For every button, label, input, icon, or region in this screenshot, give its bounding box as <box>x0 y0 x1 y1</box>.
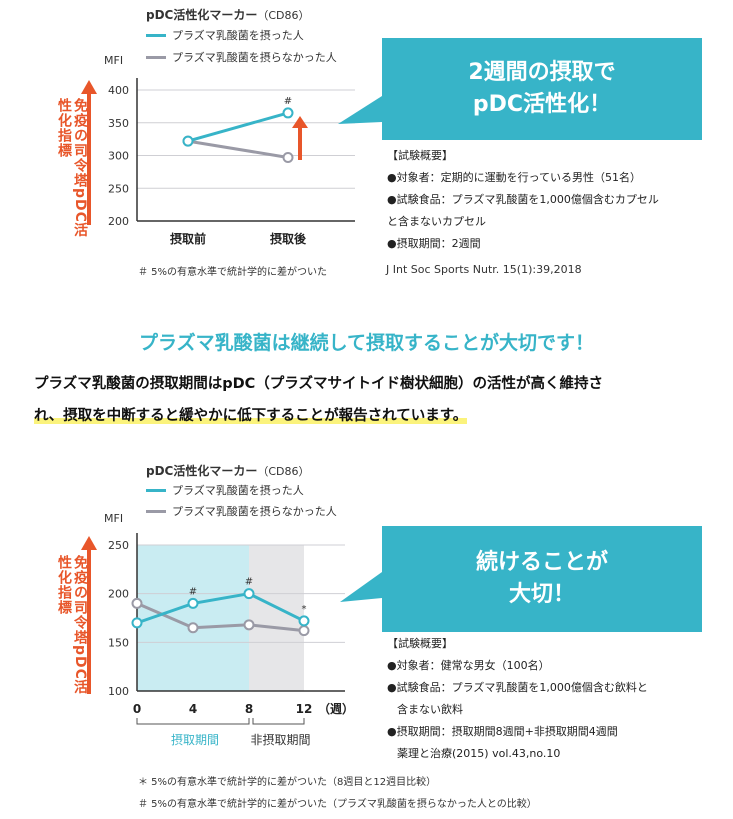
y-tick-label: 200 <box>108 215 129 228</box>
data-point <box>282 151 294 163</box>
vertical-arrow-head <box>81 536 97 550</box>
significance-mark: # <box>284 96 292 107</box>
body-line-2: れ、摂取を中断すると緩やかに低下することが報告されています。 <box>34 400 724 432</box>
x-tick-label: 摂取後 <box>270 231 307 246</box>
data-point <box>131 617 143 629</box>
chart2-legend-item-not-taken: プラズマ乳酸菌を摂らなかった人 <box>146 503 337 519</box>
info-line: ●試験食品：プラズマ乳酸菌を1,000億個含むカプセル <box>387 193 659 206</box>
data-point <box>182 135 194 147</box>
y-tick-label: 100 <box>108 685 129 698</box>
x-tick-label: 0 <box>133 702 141 716</box>
callout-line-2: pDC活性化！ <box>472 92 612 117</box>
chart2-note-1: ＊ 5%の有意水準で統計学的に差がついた（8週目と12週目比較） <box>138 777 437 788</box>
legend-label: プラズマ乳酸菌を摂らなかった人 <box>172 51 337 64</box>
chart2-legend-sub: （CD86） <box>257 465 310 478</box>
chart1-info: 【試験概要】 ●対象者：定期的に運動を行っている男性（51名） ●試験食品：プラ… <box>387 145 717 255</box>
y-tick-label: 300 <box>108 150 129 163</box>
chart1-legend-title: pDC活性化マーカー（CD86） <box>146 6 310 23</box>
callout-line-1: 2週間の摂取で <box>468 60 616 85</box>
chart1-footnote: ＃ 5%の有意水準で統計学的に差がついた <box>138 267 328 278</box>
data-point <box>298 625 310 637</box>
series-line <box>136 592 305 625</box>
callout-line-1: 続けることが <box>475 550 608 575</box>
data-point <box>243 619 255 631</box>
info-line: 【試験概要】 <box>387 637 453 650</box>
chart1-mfi-label: MFI <box>104 54 124 67</box>
info-line: 【試験概要】 <box>387 149 453 162</box>
body-line-1: プラズマ乳酸菌の摂取期間はpDC（プラズマサイトイド樹状細胞）の活性が高く維持さ <box>34 376 603 392</box>
y-tick-label: 250 <box>108 182 129 195</box>
chart2-legend-title: pDC活性化マーカー（CD86） <box>146 462 310 479</box>
chart1-legend-item-taken: プラズマ乳酸菌を摂った人 <box>146 27 304 43</box>
significance-mark: * <box>302 604 307 615</box>
y-tick-label: 400 <box>108 84 129 97</box>
info-line: ●摂取期間：摂取期間8週間+非摂取期間4週間 <box>387 725 618 738</box>
x-unit-label: （週） <box>318 701 354 716</box>
info-line: ●試験食品：プラズマ乳酸菌を1,000億個含む飲料と <box>387 681 648 694</box>
x-tick-label: 12 <box>296 702 313 716</box>
data-point <box>243 588 255 600</box>
info-line: ●対象者：定期的に運動を行っている男性（51名） <box>387 171 642 184</box>
chart1-legend-sub: （CD86） <box>257 9 310 22</box>
info-line: 薬理と治療(2015) vol.43,no.10 <box>397 747 561 760</box>
data-point <box>187 622 199 634</box>
y-tick-label: 250 <box>108 539 129 552</box>
info-line: と含まないカプセル <box>387 215 486 228</box>
info-line: ●摂取期間：2週間 <box>387 237 481 250</box>
bracket-intake <box>136 718 250 725</box>
period-label-non-intake: 非摂取期間 <box>250 732 310 747</box>
chart2-legend-item-taken: プラズマ乳酸菌を摂った人 <box>146 482 304 498</box>
chart1-legend-title-text: pDC活性化マーカー <box>146 8 258 22</box>
series-line <box>136 602 305 633</box>
bracket-non-intake <box>252 718 305 725</box>
chart1-source: J Int Soc Sports Nutr. 15(1):39,2018 <box>386 263 582 276</box>
chart2-plot: 100 150 200 250 0 4 8 12 （週） # # * 摂取期間 非摂取期間 <box>81 533 382 747</box>
callout-tail <box>338 96 382 124</box>
chart2-note-2: ＃ 5%の有意水準で統計学的に差がついた（プラズマ乳酸菌を摂らなかった人との比較… <box>138 799 537 810</box>
shaded-period-intake <box>137 545 249 691</box>
chart1-legend-item-not-taken: プラズマ乳酸菌を摂らなかった人 <box>146 49 337 65</box>
chart1-plot: 200 250 300 350 400 摂取前 摂取後 # <box>81 78 382 246</box>
chart1-callout: 2週間の摂取で pDC活性化！ <box>382 38 702 140</box>
series-line <box>187 111 289 143</box>
data-point <box>282 107 294 119</box>
data-point <box>131 597 143 609</box>
series-line <box>187 139 289 159</box>
data-point <box>298 615 310 627</box>
chart2-callout: 続けることが 大切！ <box>382 526 702 632</box>
vertical-arrow-head <box>81 80 97 94</box>
period-label-intake: 摂取期間 <box>171 732 219 747</box>
chart2-legend-title-text: pDC活性化マーカー <box>146 464 258 478</box>
data-point <box>187 597 199 609</box>
main-headline: プラズマ乳酸菌は継続して摂取することが大切です！ <box>138 332 595 354</box>
chart2-info: 【試験概要】 ●対象者：健常な男女（100名） ●試験食品：プラズマ乳酸菌を1,… <box>387 633 717 765</box>
body-paragraph: プラズマ乳酸菌の摂取期間はpDC（プラズマサイトイド樹状細胞）の活性が高く維持さ… <box>34 368 724 432</box>
chart1-vertical-label: 免疫の司令塔pDC活性化指標 <box>56 98 88 238</box>
y-tick-label: 350 <box>108 117 129 130</box>
increase-arrow-head <box>292 116 308 128</box>
info-line: ●対象者：健常な男女（100名） <box>387 659 550 672</box>
y-tick-label: 200 <box>108 588 129 601</box>
legend-swatch-gray <box>146 509 166 513</box>
callout-line-2: 大切！ <box>508 582 575 607</box>
legend-label: プラズマ乳酸菌を摂った人 <box>172 29 304 42</box>
legend-label: プラズマ乳酸菌を摂らなかった人 <box>172 505 337 518</box>
x-tick-label: 4 <box>189 702 197 716</box>
callout-tail <box>340 572 382 602</box>
chart2-mfi-label: MFI <box>104 512 124 525</box>
legend-swatch-gray <box>146 55 166 59</box>
info-line: 含まない飲料 <box>397 703 463 716</box>
legend-swatch-teal <box>146 488 166 492</box>
body-line-2-highlight: れ、摂取を中断すると緩やかに低下することが報告されています。 <box>34 408 468 424</box>
legend-swatch-teal <box>146 33 166 37</box>
x-tick-label: 8 <box>245 702 253 716</box>
significance-mark: # <box>245 577 253 588</box>
y-tick-label: 150 <box>108 636 129 649</box>
legend-label: プラズマ乳酸菌を摂った人 <box>172 484 304 497</box>
x-tick-label: 摂取前 <box>170 231 206 246</box>
significance-mark: # <box>189 586 197 597</box>
chart2-vertical-label: 免疫の司令塔pDC活性化指標 <box>56 555 88 695</box>
